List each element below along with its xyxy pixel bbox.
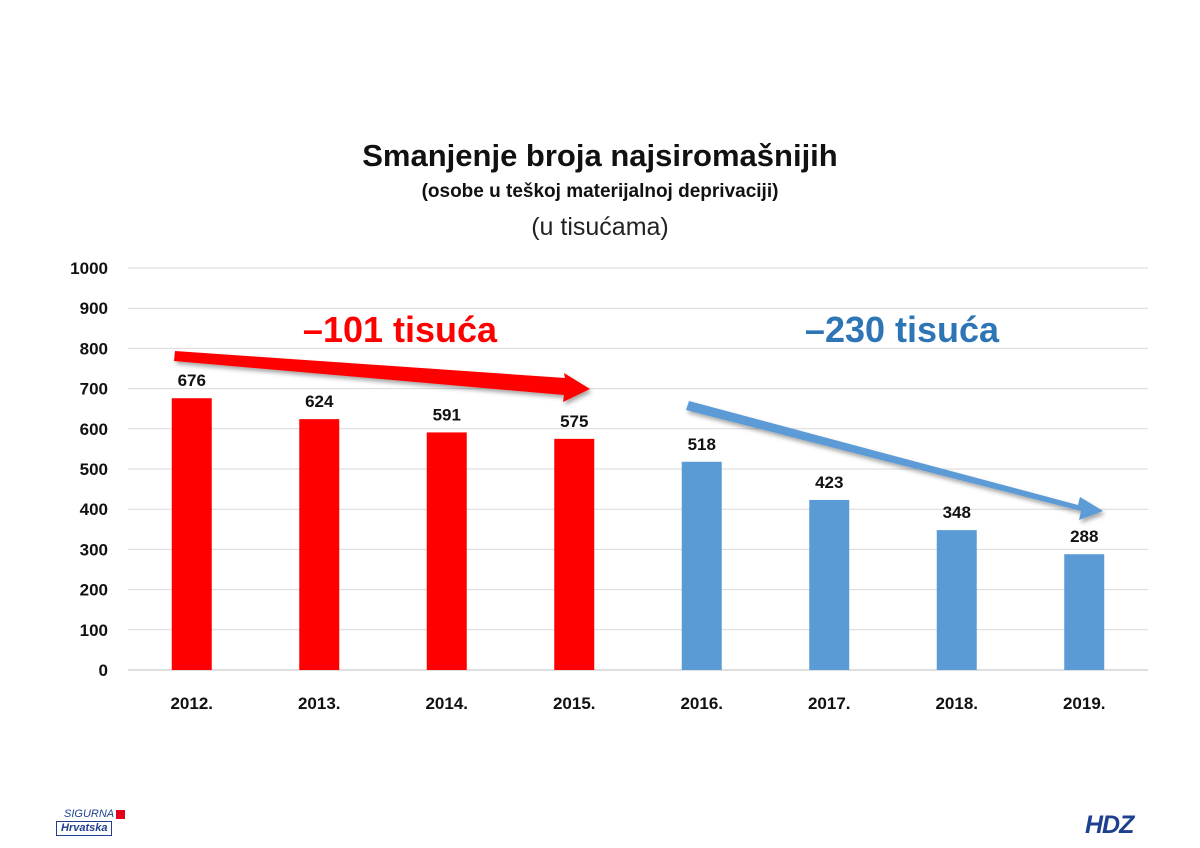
y-tick-label: 1000 (70, 259, 108, 278)
x-category-label: 2014. (425, 694, 468, 713)
y-tick-label: 600 (80, 420, 108, 439)
y-tick-label: 100 (80, 621, 108, 640)
bar-2018 (936, 530, 977, 670)
data-label: 624 (305, 392, 334, 411)
x-category-label: 2016. (680, 694, 723, 713)
y-tick-label: 900 (80, 299, 108, 318)
x-category-label: 2017. (808, 694, 851, 713)
logo-text-bottom: Hrvatska (56, 821, 113, 836)
bar-2019 (1064, 554, 1105, 670)
chart-title: Smanjenje broja najsiromašnijih (362, 138, 838, 173)
data-label: 518 (688, 435, 716, 454)
x-category-label: 2012. (170, 694, 213, 713)
annotation-decrease-2016-2019: –230 tisuća (805, 309, 1000, 350)
y-tick-label: 500 (80, 460, 108, 479)
bar-2015 (554, 438, 595, 670)
hdz-logo: HDZ (1085, 811, 1134, 839)
data-label: 676 (178, 371, 206, 390)
y-tick-label: 200 (80, 581, 108, 600)
chart-subtitle: (osobe u teškoj materijalnoj deprivaciji… (421, 181, 779, 202)
bar-2014 (426, 432, 467, 670)
x-category-label: 2013. (298, 694, 341, 713)
sigurna-hrvatska-logo: SIGURNA Hrvatska (52, 808, 134, 836)
x-category-label: 2019. (1063, 694, 1106, 713)
chart-unit-note: (u tisućama) (531, 213, 669, 241)
chart-title-block: Smanjenje broja najsiromašnijih (osobe u… (0, 138, 1200, 244)
logo-text-top: SIGURNA (64, 808, 115, 820)
trend-arrow-red (174, 351, 590, 402)
y-tick-label: 800 (80, 339, 108, 358)
y-tick-label: 300 (80, 540, 108, 559)
x-category-label: 2018. (935, 694, 978, 713)
data-label: 423 (815, 473, 843, 492)
bar-2017 (809, 499, 850, 670)
annotation-decrease-2012-2015: –101 tisuća (303, 309, 498, 350)
data-label: 575 (560, 412, 588, 431)
data-label: 348 (943, 503, 971, 522)
trend-arrow-blue (686, 401, 1103, 520)
y-tick-label: 400 (80, 500, 108, 519)
x-category-label: 2015. (553, 694, 596, 713)
logo-red-square (116, 810, 125, 819)
data-label: 288 (1070, 527, 1098, 546)
y-tick-label: 0 (99, 661, 108, 680)
bar-2012 (171, 398, 212, 670)
data-label: 591 (433, 405, 461, 424)
y-tick-label: 700 (80, 380, 108, 399)
bar-2013 (299, 419, 340, 670)
bar-2016 (681, 461, 722, 670)
